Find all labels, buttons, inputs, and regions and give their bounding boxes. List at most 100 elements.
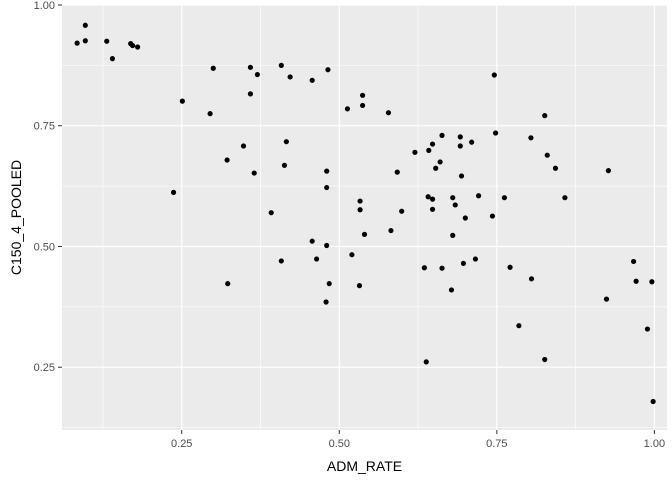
data-point	[501, 195, 508, 201]
data-point	[542, 356, 548, 363]
data-point	[516, 323, 522, 329]
data-point	[325, 67, 331, 73]
data-point	[170, 189, 177, 195]
data-point	[429, 141, 436, 147]
data-point	[210, 65, 216, 71]
data-point	[224, 157, 230, 163]
data-point	[179, 98, 185, 104]
data-point	[268, 210, 274, 216]
data-point	[356, 283, 363, 289]
data-point	[489, 213, 496, 219]
data-point	[542, 113, 548, 119]
data-point	[278, 62, 284, 68]
data-point	[357, 198, 363, 204]
data-point	[281, 162, 288, 168]
data-point	[82, 22, 88, 28]
data-point	[469, 139, 475, 145]
data-point	[135, 44, 141, 50]
y-tick-label: 0.75	[34, 121, 55, 133]
data-point	[74, 40, 80, 46]
data-point	[472, 256, 479, 262]
data-point	[421, 265, 427, 271]
data-point	[314, 256, 320, 262]
data-point	[247, 91, 254, 97]
data-point	[450, 232, 456, 238]
data-point	[457, 143, 463, 149]
data-point	[491, 72, 497, 78]
data-point	[207, 111, 213, 117]
data-point	[439, 132, 445, 138]
data-point	[475, 193, 482, 199]
data-point	[425, 194, 431, 200]
data-point	[528, 276, 535, 282]
data-point	[544, 152, 550, 158]
major-gridlines	[62, 4, 667, 430]
data-point	[460, 260, 467, 266]
data-point	[412, 149, 418, 155]
data-point	[225, 281, 231, 287]
data-point	[326, 281, 332, 287]
data-point	[399, 208, 405, 214]
data-point	[109, 56, 116, 62]
data-point	[603, 296, 610, 302]
x-tick-label: 0.25	[171, 438, 192, 450]
data-point	[323, 299, 329, 305]
data-point	[361, 231, 368, 237]
y-tick-label: 0.50	[34, 241, 55, 253]
data-point	[129, 42, 136, 49]
data-point	[429, 196, 436, 202]
panel-background	[62, 5, 667, 430]
data-point	[462, 215, 468, 221]
data-point	[104, 38, 110, 44]
data-point	[344, 106, 351, 112]
data-point	[287, 74, 293, 80]
data-point	[423, 359, 429, 365]
data-point	[349, 252, 355, 258]
x-axis-title: ADM_RATE	[327, 458, 402, 474]
data-point	[450, 195, 456, 201]
data-point	[448, 287, 455, 293]
data-point	[650, 398, 656, 405]
data-point	[605, 168, 611, 174]
data-point	[452, 202, 458, 208]
y-axis-ticks: 0.25 0.50 0.75 1.00	[34, 0, 62, 374]
x-axis-ticks: 0.25 0.50 0.75 1.00	[171, 430, 665, 450]
data-point	[644, 326, 651, 332]
data-point	[429, 206, 436, 212]
y-axis-title: C150_4_POOLED	[8, 160, 24, 275]
data-point	[254, 71, 260, 78]
y-tick-label: 1.00	[34, 0, 55, 12]
data-point	[309, 77, 315, 83]
data-point	[649, 279, 655, 285]
data-point	[437, 159, 443, 165]
data-point	[388, 227, 394, 234]
data-point	[357, 207, 363, 213]
data-point	[552, 165, 559, 171]
data-point	[324, 242, 330, 249]
data-point	[82, 38, 88, 44]
data-point	[240, 143, 247, 149]
data-point	[278, 258, 284, 264]
x-tick-label: 1.00	[644, 438, 665, 450]
data-point	[360, 92, 366, 98]
x-tick-label: 0.75	[486, 438, 507, 450]
data-point	[247, 64, 254, 70]
data-point	[283, 139, 289, 145]
data-point	[562, 195, 568, 201]
data-point	[324, 168, 330, 174]
data-point	[324, 184, 330, 191]
data-point	[458, 173, 465, 179]
data-point	[385, 110, 392, 116]
data-point	[457, 134, 463, 140]
y-tick-label: 0.25	[34, 362, 55, 374]
data-point	[360, 102, 366, 109]
data-points	[74, 22, 656, 405]
data-point	[309, 238, 315, 244]
data-point	[507, 264, 513, 270]
x-tick-label: 0.50	[329, 438, 350, 450]
data-point	[439, 265, 445, 271]
data-point	[394, 169, 400, 175]
data-point	[633, 278, 639, 284]
data-point	[251, 170, 257, 176]
